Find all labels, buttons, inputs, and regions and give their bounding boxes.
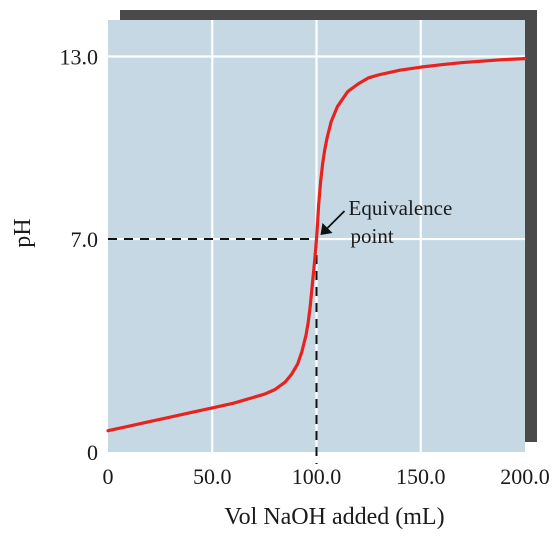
x-tick-label: 50.0 (193, 464, 232, 489)
titration-curve (106, 57, 527, 433)
annotation-group: Equivalence point (320, 196, 453, 248)
equivalence-annotation-line-1: Equivalence (349, 196, 453, 220)
y-axis-title: pH (10, 218, 36, 247)
y-tick-label: 0 (87, 440, 98, 465)
x-tick-label: 0 (103, 464, 114, 489)
equivalence-annotation-line-2: point (351, 224, 394, 248)
tick-labels: 0 50.0 100.0 150.0 200.0 0 7.0 13.0 (60, 45, 550, 489)
equivalence-guides (108, 238, 318, 464)
y-tick-label: 7.0 (71, 227, 99, 252)
x-axis-title: Vol NaOH added (mL) (224, 504, 444, 530)
x-tick-label: 100.0 (292, 464, 342, 489)
equivalence-arrow-head (320, 223, 333, 236)
y-tick-label: 13.0 (60, 45, 99, 70)
x-tick-label: 150.0 (396, 464, 446, 489)
titration-curve-line (106, 57, 527, 433)
equivalence-arrow-line (325, 210, 346, 230)
x-tick-label: 200.0 (500, 464, 550, 489)
